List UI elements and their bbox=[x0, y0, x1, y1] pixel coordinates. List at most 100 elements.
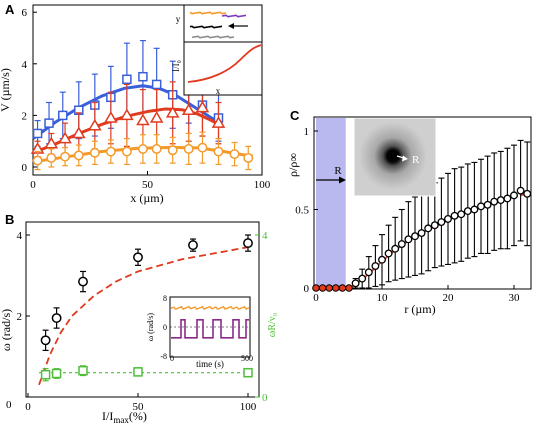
inset-track bbox=[189, 25, 223, 29]
a-data-point bbox=[32, 155, 43, 166]
c-data-point bbox=[457, 210, 466, 219]
c-data-point bbox=[384, 249, 393, 258]
panel-c: C R 0 10 20 30 0 0.5 1 r (µm) ρ/ρ∞ bbox=[286, 108, 532, 316]
micrograph-inset: R bbox=[353, 117, 437, 197]
b-data-point bbox=[78, 365, 88, 376]
a-data-point bbox=[229, 149, 240, 160]
b-inset-xtick-label: 0 bbox=[170, 354, 174, 363]
c-data-point bbox=[477, 202, 485, 211]
b-data-point bbox=[133, 367, 143, 377]
c-data-point bbox=[483, 200, 492, 209]
depletion-halo bbox=[359, 122, 427, 190]
panel-b-xlabel-unit: (%) bbox=[129, 409, 147, 423]
c-data-point bbox=[325, 284, 334, 292]
a-data-point bbox=[71, 126, 86, 139]
a-data-point bbox=[181, 103, 196, 115]
c-data-point bbox=[364, 268, 373, 277]
a-data-point bbox=[165, 105, 180, 118]
b-data-point bbox=[133, 252, 143, 263]
a-ytick-label: 2 bbox=[22, 110, 28, 122]
a-data-point bbox=[104, 110, 118, 123]
a-data-point bbox=[88, 118, 102, 131]
a-data-point bbox=[120, 108, 134, 121]
b-inset-ytick-label: -8 bbox=[160, 352, 167, 361]
panel-a-inset: y I/I₀ x bbox=[171, 4, 263, 96]
c-data-point bbox=[397, 240, 406, 248]
panel-a-label: A bbox=[5, 2, 15, 17]
a-data-point bbox=[32, 128, 43, 139]
b-xtick-label: 0 bbox=[25, 401, 31, 413]
a-data-point bbox=[213, 146, 224, 157]
c-data-point bbox=[417, 229, 426, 237]
c-data-point bbox=[411, 232, 419, 241]
b-xtick-label: 100 bbox=[240, 401, 257, 413]
a-data-point bbox=[138, 71, 148, 82]
a-xtick-label: 100 bbox=[254, 179, 271, 191]
b-data-point bbox=[78, 276, 88, 287]
c-data-point bbox=[424, 224, 433, 233]
c-data-point bbox=[318, 284, 327, 292]
b-ytick-right-label: 4 bbox=[262, 230, 268, 242]
a-data-point bbox=[151, 79, 162, 90]
c-data-point bbox=[437, 218, 446, 227]
panel-c-label: C bbox=[290, 108, 300, 123]
a-data-point bbox=[243, 153, 254, 163]
b-inset-purple-trace bbox=[171, 318, 249, 339]
c-xtick-label: 30 bbox=[509, 292, 521, 304]
panel-a-xlabel: x (µm) bbox=[130, 191, 163, 205]
c-data-point bbox=[391, 244, 400, 253]
panel-b-xlabel: I/Imax(%) bbox=[102, 409, 147, 425]
inset-track bbox=[191, 35, 235, 39]
radius-label: R bbox=[334, 165, 342, 177]
c-data-point bbox=[351, 279, 360, 288]
c-xtick-label: 10 bbox=[377, 292, 389, 304]
inset-bottom-xlabel: x bbox=[216, 86, 221, 96]
b-xtick-label: 50 bbox=[133, 401, 145, 413]
b-inset-xlabel: time (s) bbox=[196, 359, 224, 369]
panel-b-label: B bbox=[5, 212, 14, 227]
micrograph-radius-label: R bbox=[412, 154, 420, 166]
b-data-point bbox=[51, 368, 62, 379]
a-xtick-label: 50 bbox=[142, 179, 154, 191]
a-data-point bbox=[167, 145, 178, 156]
c-data-point bbox=[523, 189, 532, 198]
inset-intensity-curve bbox=[187, 44, 262, 83]
c-data-point bbox=[490, 197, 499, 206]
panel-b-ylabel-right: ωR/v₀ bbox=[267, 312, 278, 337]
a-data-point bbox=[211, 116, 226, 128]
a-data-point bbox=[89, 147, 100, 158]
inset-arrow-head bbox=[228, 23, 234, 29]
b-inset-ytick-label: 0 bbox=[163, 323, 167, 332]
a-data-point bbox=[183, 143, 194, 154]
b-data-point bbox=[51, 313, 62, 323]
panel-c-xlabel: r (µm) bbox=[404, 302, 435, 316]
c-data-point bbox=[371, 262, 380, 270]
b-data-point bbox=[40, 335, 51, 346]
c-ytick-label: 0 bbox=[304, 283, 310, 295]
panel-c-frame bbox=[313, 116, 532, 290]
b-fit-curve bbox=[38, 246, 249, 386]
c-xtick-label: 20 bbox=[443, 292, 455, 304]
a-data-point bbox=[149, 110, 164, 123]
b-inset-orange-trace bbox=[170, 305, 250, 311]
b-data-point bbox=[243, 238, 253, 249]
panel-b-ylabel: ω (rad/s) bbox=[0, 309, 13, 351]
a-fit-curve-1 bbox=[32, 107, 224, 155]
a-data-point bbox=[122, 74, 132, 85]
c-ytick-label: 1 bbox=[304, 126, 310, 138]
b-data-point bbox=[188, 240, 198, 251]
c-data-point bbox=[470, 205, 479, 214]
inset-top-ylabel: y bbox=[176, 14, 181, 24]
a-data-point bbox=[60, 151, 71, 162]
a-data-point bbox=[151, 143, 162, 154]
c-data-point bbox=[312, 284, 320, 292]
a-data-point bbox=[137, 143, 148, 154]
a-xtick-label: 0 bbox=[30, 179, 36, 191]
a-ytick-label: 6 bbox=[22, 7, 28, 19]
a-data-point bbox=[46, 153, 57, 163]
inset-track bbox=[189, 11, 227, 15]
a-data-point bbox=[121, 146, 132, 157]
a-data-point bbox=[58, 131, 72, 144]
